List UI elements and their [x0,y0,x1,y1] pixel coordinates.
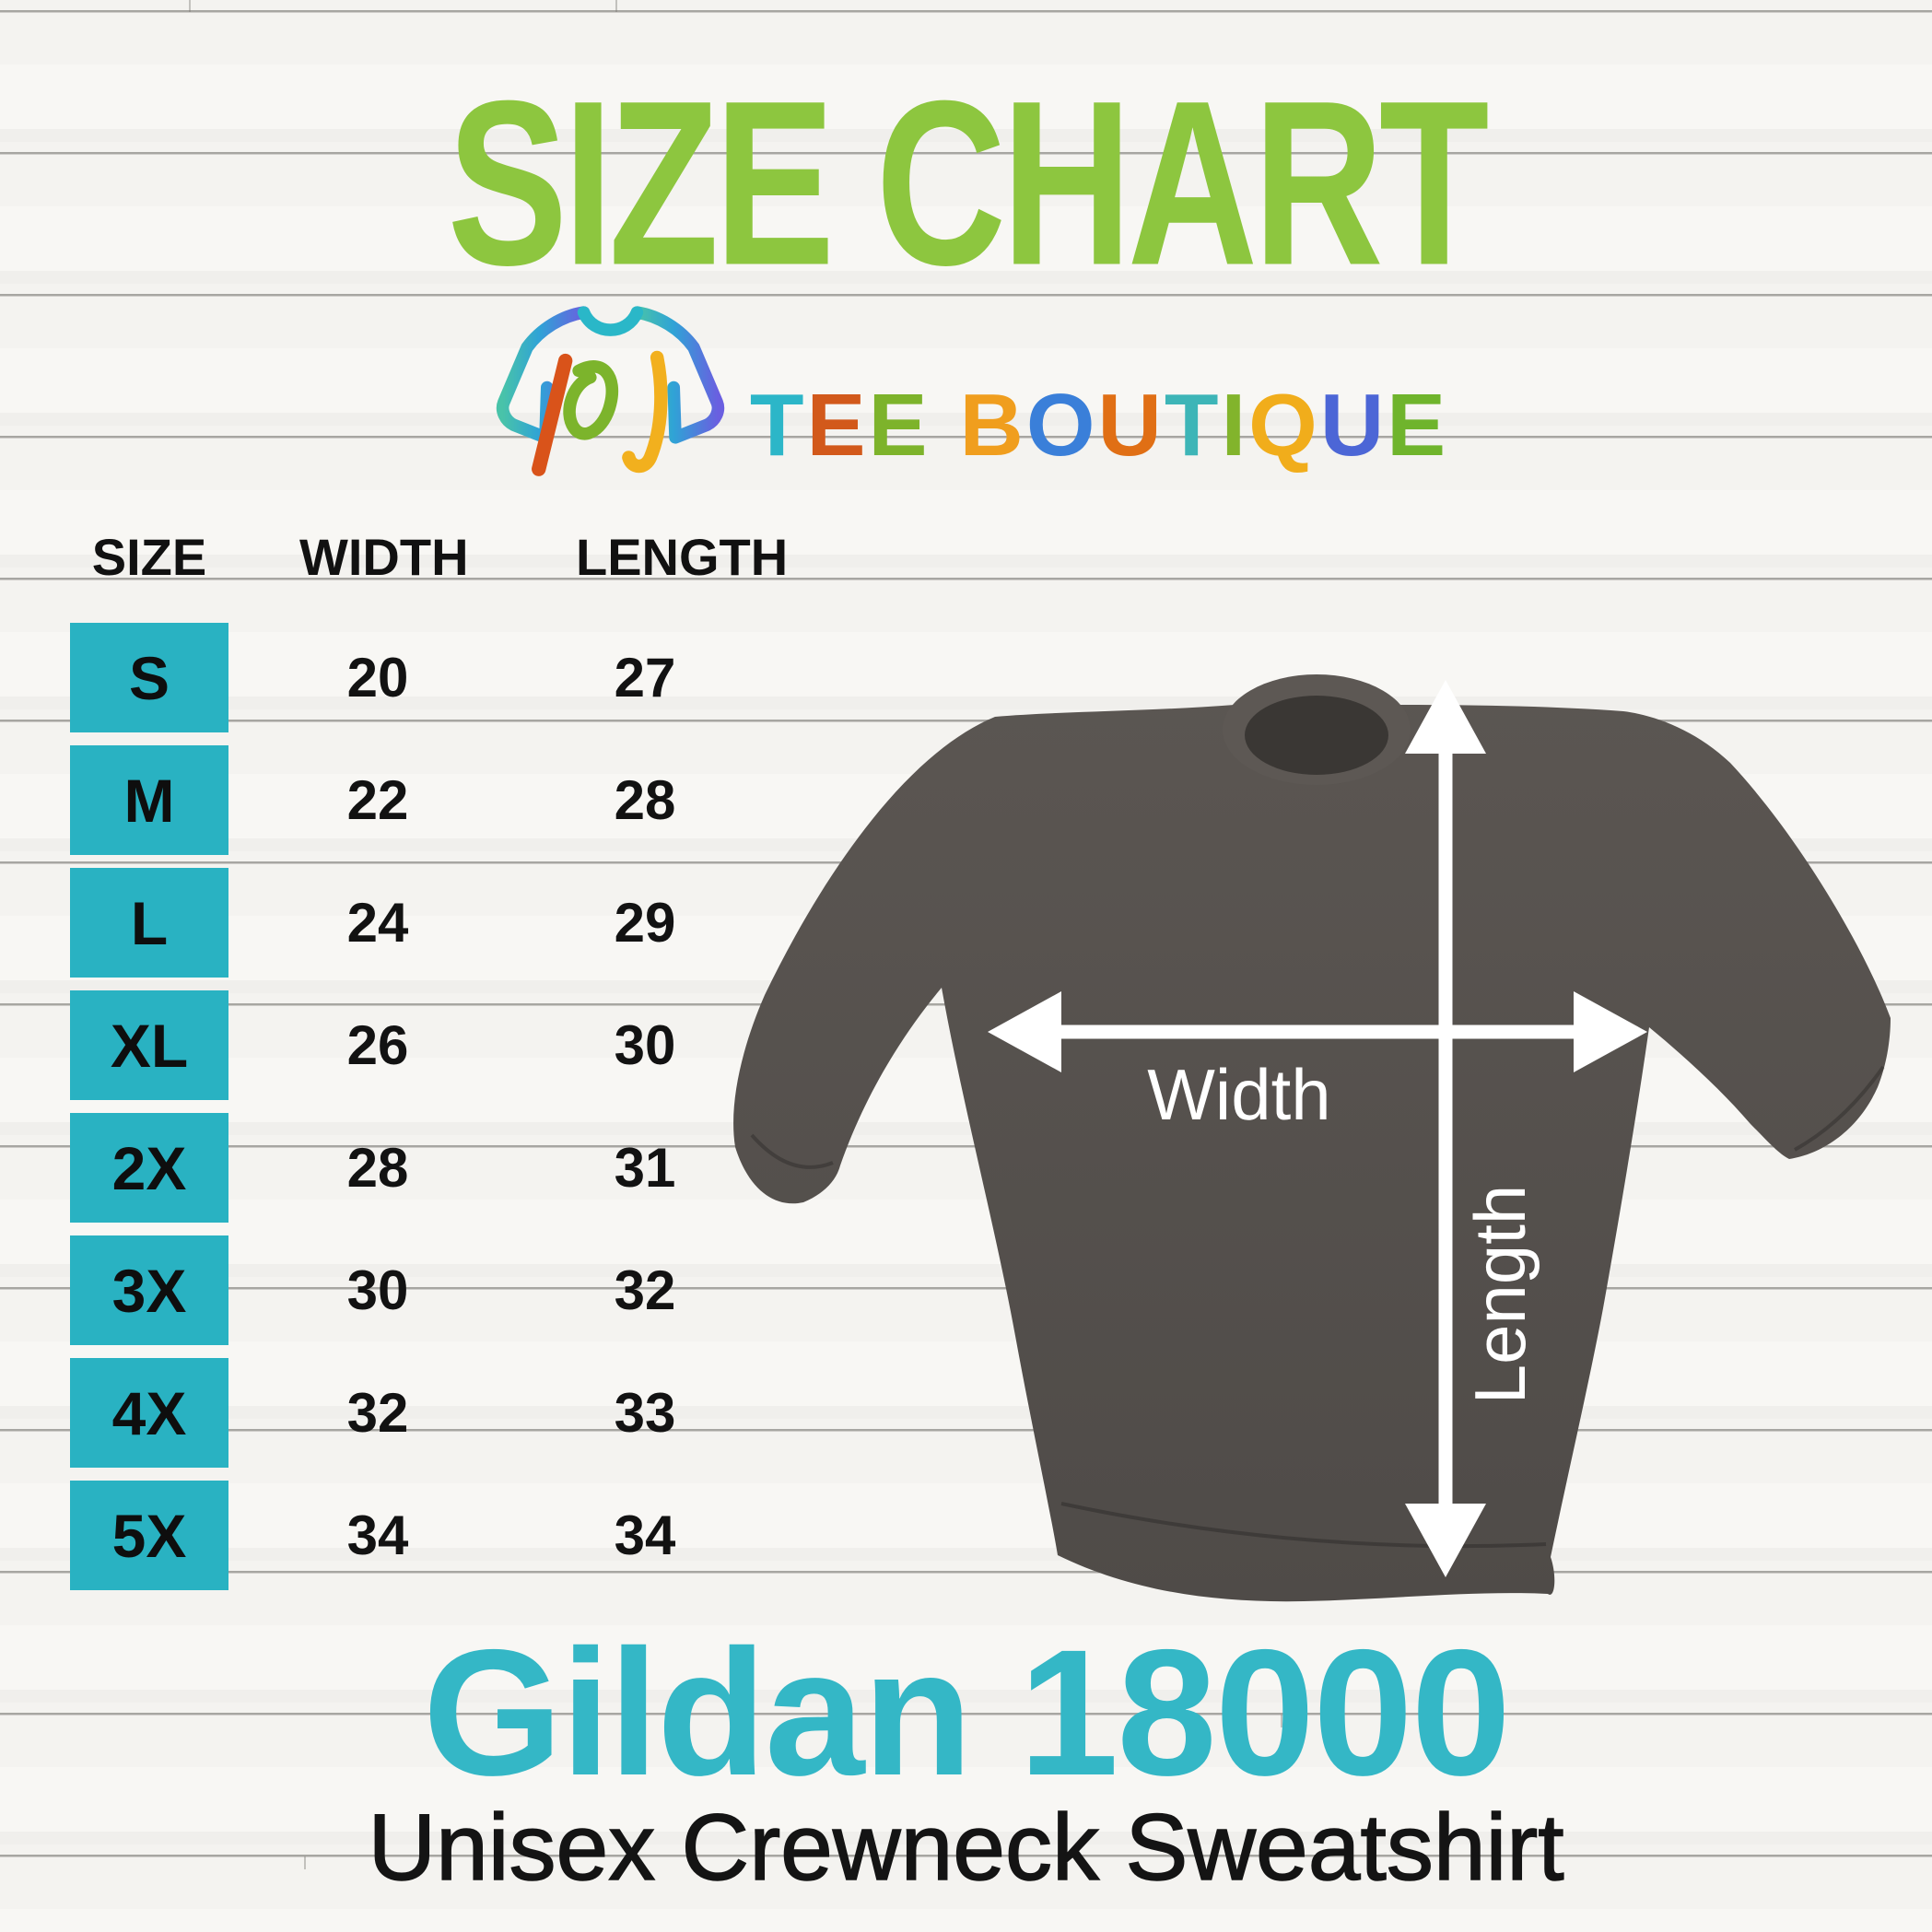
brand-logo: TEE BOUTIQUE [0,287,1932,479]
measurement-arrows: Width Length [988,680,1647,1577]
size-table-header: SIZE WIDTH LENGTH [0,525,829,590]
brand-letter: T [749,376,807,474]
product-subtitle: Unisex Crewneck Sweatshirt [368,1795,1565,1900]
brand-letter: Q [1248,376,1320,474]
garment-seams [750,1065,1885,1549]
length-arrow [1405,680,1486,1577]
brand-letter: T [1164,376,1222,474]
length-value: 31 [614,1137,676,1199]
length-value: 32 [614,1259,676,1321]
table-row: 4X 32 33 [70,1358,770,1468]
width-value: 32 [346,1382,409,1444]
column-header-length: LENGTH [576,528,789,586]
collar-inner [1245,696,1388,775]
width-arrow-label: Width [1147,1054,1330,1135]
table-row: S 20 27 [70,623,770,732]
brand-letter: E [806,376,869,474]
plank-seam [304,1856,306,1869]
size-cell: 4X [70,1358,228,1468]
size-cell: XL [70,990,228,1100]
width-value: 34 [346,1505,409,1566]
brand-letter: I [1221,376,1249,474]
plank-seam [1281,1715,1282,1727]
sweatshirt-diagram: Width Length [733,674,1891,1602]
plank-seam [189,0,191,12]
sweatshirt-body [733,682,1891,1602]
brand-letter: U [1319,376,1388,474]
length-value: 27 [614,647,676,708]
width-value: 20 [346,647,409,708]
width-value: 22 [346,769,409,831]
size-cell: L [70,868,228,978]
plank-seam [615,0,617,12]
product-name: Gildan 18000 [422,1612,1511,1813]
table-row: L 24 29 [70,868,770,978]
length-arrow-label: Length [1459,1185,1540,1405]
brand-name: TEE BOUTIQUE [750,381,1448,479]
table-row: 2X 28 31 [70,1113,770,1223]
length-value: 29 [614,892,676,954]
tee-shirt-logo-icon [496,306,724,476]
size-cell: M [70,745,228,855]
table-row: 3X 30 32 [70,1235,770,1345]
length-value: 30 [614,1014,676,1076]
column-header-size: SIZE [91,528,207,586]
width-value: 30 [346,1259,409,1321]
length-value: 33 [614,1382,676,1444]
table-row: XL 26 30 [70,990,770,1100]
length-value: 34 [614,1505,676,1566]
brand-letter: B [959,376,1026,474]
size-cell: 5X [70,1481,228,1590]
width-value: 26 [346,1014,409,1076]
width-value: 28 [346,1137,409,1199]
table-row: M 22 28 [70,745,770,855]
column-header-width: WIDTH [299,528,469,586]
width-value: 24 [346,892,409,954]
brand-letter: O [1025,376,1098,474]
brand-letter: E [1387,376,1449,474]
size-cell: 3X [70,1235,228,1345]
page-title: SIZE CHART [447,52,1490,315]
brand-letter: U [1097,376,1165,474]
length-value: 28 [614,769,676,831]
size-cell: 2X [70,1113,228,1223]
brand-letter: E [868,376,931,474]
size-table: S 20 27 M 22 28 L 24 29 XL 26 30 2X 28 3… [70,623,770,1603]
table-row: 5X 34 34 [70,1481,770,1590]
size-cell: S [70,623,228,732]
